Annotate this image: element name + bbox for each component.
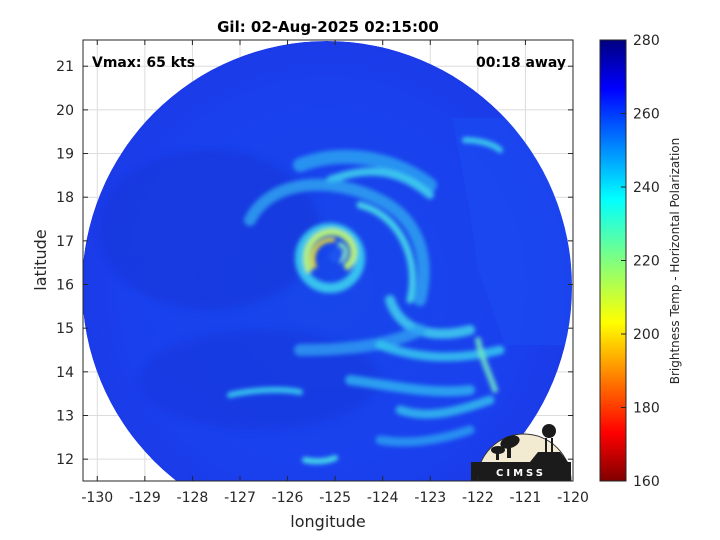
chart-title: Gil: 02-Aug-2025 02:15:00 [217,18,439,36]
y-tick-label: 17 [56,234,74,250]
x-tick-label: -128 [177,490,209,506]
y-tick-label: 18 [56,190,74,206]
y-tick-label: 20 [56,103,74,119]
y-tick-label: 14 [56,365,74,381]
y-axis-label: latitude [31,229,50,290]
time-offset-annotation: 00:18 away [476,55,566,71]
colorbar-tick-label: 260 [633,107,660,123]
vmax-annotation: Vmax: 65 kts [92,55,195,71]
y-ticks: 12 13 14 15 16 17 18 19 20 21 [56,59,573,468]
x-axis-label: longitude [290,512,365,531]
x-tick-label: -123 [414,490,446,506]
x-tick-label: -124 [367,490,399,506]
x-tick-label: -120 [557,490,589,506]
colorbar-tick-label: 280 [633,33,660,49]
colorbar-label: Brightness Temp - Horizontal Polarizatio… [668,138,682,385]
colorbar-ticks: 160 180 200 220 240 260 280 [621,33,660,490]
colorbar-tick-label: 200 [633,327,660,343]
colorbar: 160 180 200 220 240 260 280 Brightness Temp - … [599,33,682,490]
y-tick-label: 15 [56,321,74,337]
y-tick-label: 19 [56,147,74,163]
swath-seam [452,118,572,345]
axes-box [82,39,574,482]
x-tick-label: -126 [272,490,304,506]
x-tick-label: -121 [510,490,542,506]
y-tick-label: 13 [56,409,74,425]
cimss-logo: CIMSS [471,424,572,482]
colorbar-tick-label: 240 [633,180,660,196]
storm-core [295,223,365,293]
colorbar-tick-label: 160 [633,474,660,490]
microwave-swath [83,41,572,481]
x-tick-label: -127 [224,490,256,506]
y-tick-label: 16 [56,278,74,294]
x-ticks: -130 -129 -128 -127 -126 -125 -124 -123 -122 -121… [81,40,589,506]
colorbar-tick-label: 180 [633,401,660,417]
colorbar-tick-label: 220 [633,254,660,270]
x-tick-label: -129 [129,490,161,506]
x-tick-label: -122 [462,490,494,506]
rain-bands [227,137,505,465]
cimss-logo-text: CIMSS [496,468,546,479]
x-tick-label: -125 [319,490,351,506]
x-tick-label: -130 [81,490,113,506]
y-tick-label: 21 [56,59,74,75]
y-tick-label: 12 [56,452,74,468]
cold-region-west [100,150,320,310]
